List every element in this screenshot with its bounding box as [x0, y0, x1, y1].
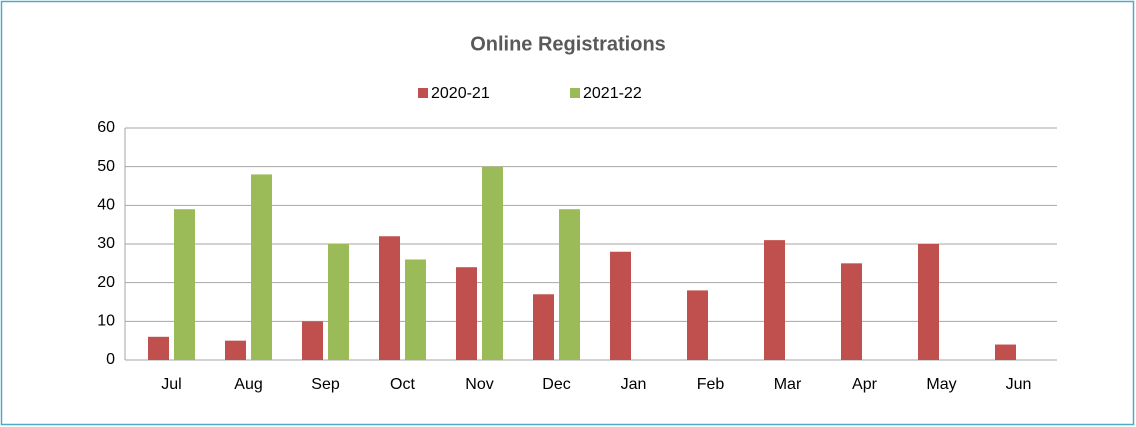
bar	[225, 340, 246, 360]
x-tick-label: Nov	[465, 376, 493, 393]
bar	[764, 240, 785, 360]
bar	[841, 263, 862, 360]
bar	[918, 244, 939, 360]
y-tick-label: 10	[97, 313, 115, 330]
legend-label: 2021-22	[583, 85, 642, 102]
y-tick-label: 0	[106, 351, 115, 368]
bar	[328, 244, 349, 360]
bar	[148, 336, 169, 360]
x-tick-label: Dec	[542, 376, 570, 393]
x-tick-label: Oct	[390, 376, 415, 393]
legend-label: 2020-21	[431, 85, 490, 102]
bar	[456, 267, 477, 360]
bar	[174, 209, 195, 360]
bar	[995, 344, 1016, 360]
y-tick-label: 20	[97, 274, 115, 291]
y-tick-label: 40	[97, 197, 115, 214]
chart-title: Online Registrations	[470, 33, 666, 55]
x-tick-label: Aug	[234, 376, 262, 393]
bar	[533, 294, 554, 360]
legend-swatch	[418, 88, 428, 98]
x-tick-label: Sep	[311, 376, 340, 393]
x-tick-label: Apr	[852, 376, 878, 393]
bar	[302, 321, 323, 360]
bar	[251, 174, 272, 360]
x-tick-label: May	[926, 376, 956, 393]
bar	[482, 166, 503, 360]
bar	[687, 290, 708, 360]
y-tick-label: 50	[97, 158, 115, 175]
bar	[379, 236, 400, 360]
x-tick-label: Jun	[1006, 376, 1032, 393]
bar	[610, 251, 631, 360]
bar	[405, 259, 426, 360]
x-tick-label: Jan	[621, 376, 647, 393]
x-tick-label: Mar	[774, 376, 802, 393]
y-tick-label: 60	[97, 119, 115, 136]
x-tick-label: Feb	[697, 376, 725, 393]
bar	[559, 209, 580, 360]
y-tick-label: 30	[97, 235, 115, 252]
legend-swatch	[570, 88, 580, 98]
x-tick-label: Jul	[161, 376, 181, 393]
